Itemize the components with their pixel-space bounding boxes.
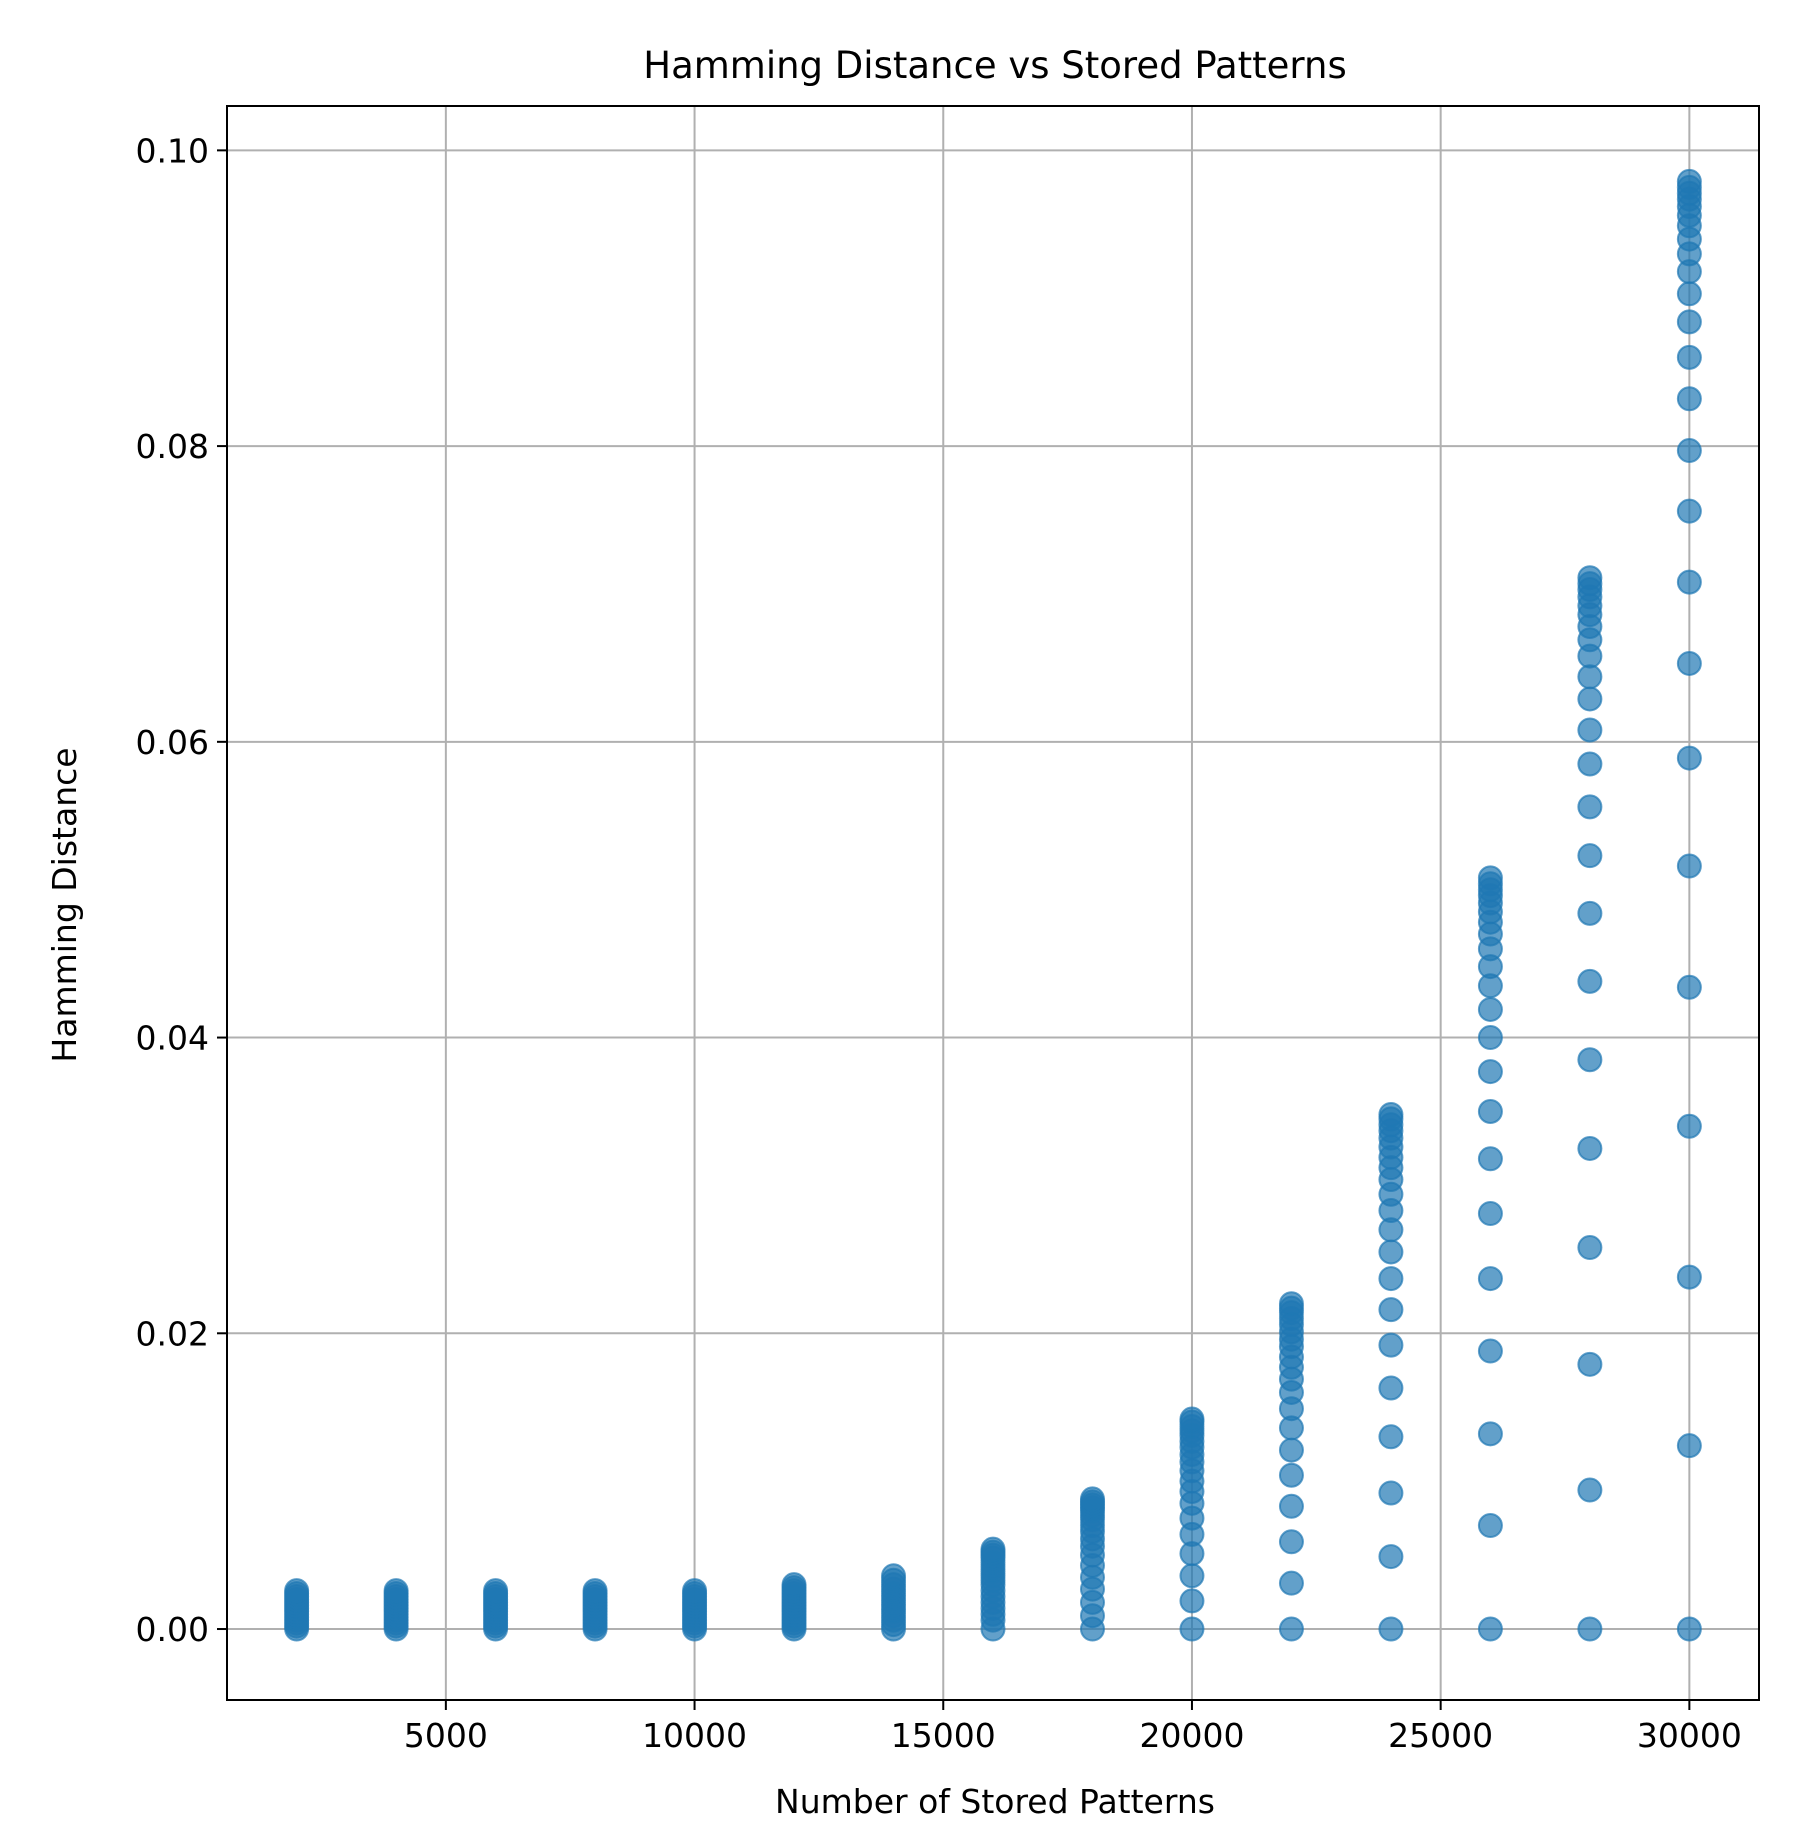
scatter-point — [1577, 1047, 1603, 1073]
scatter-point — [1378, 1424, 1404, 1450]
scatter-point — [1278, 1570, 1304, 1596]
y-tick-label: 0.10 — [136, 131, 209, 170]
scatter-point — [1278, 1462, 1304, 1488]
scatter-point — [1676, 386, 1702, 412]
x-tick-label: 5000 — [404, 1716, 488, 1755]
scatter-point — [1676, 168, 1702, 194]
x-tick-label: 10000 — [642, 1716, 747, 1755]
scatter-point — [1577, 1235, 1603, 1261]
scatter-point — [682, 1578, 708, 1604]
scatter-point — [1477, 1616, 1503, 1642]
scatter-point — [1577, 968, 1603, 994]
scatter-point — [1378, 1266, 1404, 1292]
scatter-point — [1477, 865, 1503, 891]
scatter-point — [1278, 1493, 1304, 1519]
x-tick-label: 20000 — [1139, 1716, 1244, 1755]
y-axis-label: Hamming Distance — [45, 747, 84, 1062]
scatter-point — [1577, 1351, 1603, 1377]
y-tick-label: 0.04 — [136, 1019, 209, 1058]
scatter-point — [1378, 1544, 1404, 1570]
ticks: 5000 10000 15000 20000 25000 30000 0.00 0.02 0.0… — [136, 131, 1742, 1755]
scatter-point — [1179, 1616, 1205, 1642]
scatter-point — [284, 1578, 310, 1604]
scatter-point — [1676, 344, 1702, 370]
scatter-point — [1378, 1616, 1404, 1642]
scatter-point — [483, 1578, 509, 1604]
y-tick-label: 0.00 — [136, 1610, 209, 1649]
grid — [227, 106, 1759, 1700]
y-tick-label: 0.06 — [136, 723, 209, 762]
scatter-point — [1278, 1291, 1304, 1317]
scatter-point — [1477, 1146, 1503, 1172]
scatter-point — [582, 1578, 608, 1604]
scatter-point — [1179, 1563, 1205, 1589]
scatter-point — [1477, 996, 1503, 1022]
scatter-point — [1378, 1239, 1404, 1265]
scatter-point — [1179, 1588, 1205, 1614]
x-tick-label: 30000 — [1637, 1716, 1742, 1755]
x-axis-label: Number of Stored Patterns — [775, 1782, 1215, 1821]
scatter-point — [1278, 1529, 1304, 1555]
scatter-point — [1676, 309, 1702, 335]
scatter-point — [383, 1578, 409, 1604]
scatter-point — [1676, 1433, 1702, 1459]
scatter-point — [1676, 438, 1702, 464]
scatter-point — [1577, 664, 1603, 690]
scatter-point — [1179, 1406, 1205, 1432]
scatter-point — [1477, 1266, 1503, 1292]
scatter-point — [781, 1572, 807, 1598]
scatter-point — [1378, 1332, 1404, 1358]
scatter-point — [1676, 853, 1702, 879]
scatter-point — [1477, 1338, 1503, 1364]
scatter-point — [1577, 1477, 1603, 1503]
scatter-points — [284, 168, 1702, 1642]
y-tick-label: 0.02 — [136, 1314, 209, 1353]
scatter-point — [1577, 1616, 1603, 1642]
scatter-point — [1278, 1437, 1304, 1463]
scatter-point — [1577, 686, 1603, 712]
scatter-point — [1577, 1135, 1603, 1161]
scatter-point — [1577, 843, 1603, 869]
y-tick-label: 0.08 — [136, 427, 209, 466]
scatter-point — [1676, 569, 1702, 595]
scatter-point — [1676, 1616, 1702, 1642]
scatter-point — [1676, 1113, 1702, 1139]
scatter-point — [1676, 1264, 1702, 1290]
scatter-point — [1477, 1201, 1503, 1227]
scatter-point — [1477, 1025, 1503, 1051]
scatter-point — [1278, 1616, 1304, 1642]
scatter-point — [1477, 1098, 1503, 1124]
scatter-point — [1676, 498, 1702, 524]
scatter-point — [1577, 794, 1603, 820]
scatter-point — [1577, 717, 1603, 743]
scatter-point — [980, 1536, 1006, 1562]
x-tick-label: 15000 — [891, 1716, 996, 1755]
scatter-point — [1378, 1297, 1404, 1323]
scatter-point — [1378, 1375, 1404, 1401]
scatter-point — [1477, 1059, 1503, 1085]
scatter-point — [1477, 1421, 1503, 1447]
x-tick-label: 25000 — [1388, 1716, 1493, 1755]
scatter-point — [1676, 974, 1702, 1000]
scatter-point — [1676, 281, 1702, 307]
scatter-point — [1577, 565, 1603, 591]
chart-title: Hamming Distance vs Stored Patterns — [643, 44, 1346, 87]
scatter-point — [1378, 1101, 1404, 1127]
scatter-point — [1577, 900, 1603, 926]
scatter-point — [1676, 745, 1702, 771]
scatter-point — [1477, 1513, 1503, 1539]
scatter-point — [1676, 650, 1702, 676]
scatter-point — [1378, 1480, 1404, 1506]
scatter-point — [881, 1563, 907, 1589]
plot-frame — [226, 105, 1760, 1701]
scatter-point — [1079, 1486, 1105, 1512]
scatter-point — [1577, 751, 1603, 777]
